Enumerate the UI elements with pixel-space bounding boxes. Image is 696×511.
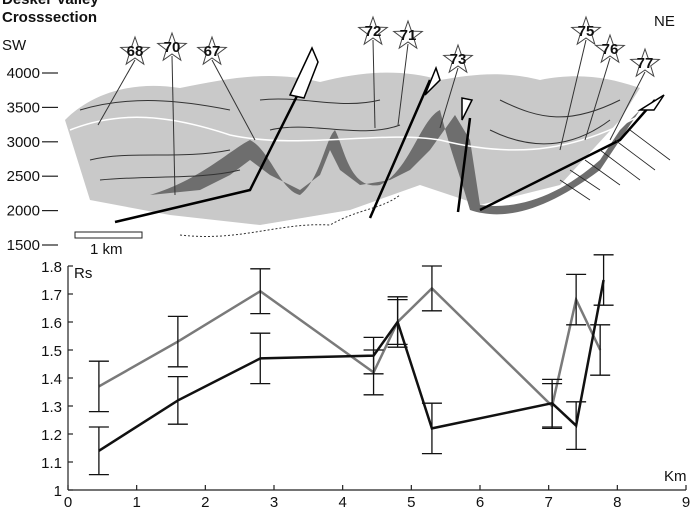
station-star (196, 35, 228, 66)
y-tick-label: 1.6 (41, 315, 62, 332)
station-star (442, 43, 474, 74)
error-bar (167, 315, 188, 368)
station-arrow (609, 71, 646, 141)
light-strata (65, 72, 640, 225)
y-tick-label: 1.3 (41, 399, 62, 416)
y-tick-label: 1.8 (41, 259, 62, 276)
station-arrow (559, 39, 587, 151)
x-tick-label: 6 (476, 494, 484, 511)
station-label: 72 (365, 23, 382, 40)
error-bar (250, 332, 271, 385)
series-line (98, 286, 602, 409)
station-arrow (372, 39, 376, 129)
station-star (119, 35, 151, 66)
hatch (559, 129, 671, 201)
section-body (65, 46, 671, 239)
station-arrow (211, 59, 256, 141)
x-tick-label: 7 (544, 494, 552, 511)
y-tick-label: 4000 (7, 65, 40, 82)
station-arrow (397, 43, 409, 126)
title: Crosssection (2, 9, 97, 26)
y-tick-label: 1.1 (41, 455, 62, 472)
scale-label: 1 km (90, 241, 123, 258)
y-tick-label: 2500 (7, 168, 40, 185)
station-star (594, 33, 626, 64)
error-bar (593, 254, 614, 306)
station-star (357, 15, 389, 46)
error-bar (387, 298, 408, 346)
x-tick-label: 8 (613, 494, 621, 511)
y-tick-label: 1.4 (41, 371, 62, 388)
bedding-lines (79, 98, 621, 181)
y-tick-label: 1.2 (41, 427, 62, 444)
x-tick-label: 0 (64, 494, 72, 511)
error-bar (88, 360, 109, 413)
y-tick-label: 1500 (7, 237, 40, 254)
station-arrow (171, 55, 176, 196)
error-bar (88, 426, 109, 476)
station-label: 76 (602, 41, 619, 58)
y-tick-label: 1.5 (41, 343, 62, 360)
error-bar (542, 378, 563, 428)
y-tick-label: 3000 (7, 134, 40, 151)
station-arrow (439, 67, 459, 129)
series-line (98, 279, 605, 452)
y-tick-label: 3500 (7, 99, 40, 116)
error-bar (363, 336, 384, 375)
station-label: 75 (578, 23, 595, 40)
x-tick-label: 5 (407, 494, 415, 511)
station-label: 70 (164, 39, 181, 56)
error-bar (566, 273, 587, 326)
x-tick-label: 1 (132, 494, 140, 511)
station-label: 73 (450, 51, 467, 68)
faults (114, 79, 656, 224)
surface-line (69, 109, 651, 151)
station-arrow (97, 59, 136, 126)
error-bar (167, 375, 188, 425)
y-tick-label: 1 (54, 483, 62, 500)
y-tick-label: 2000 (7, 203, 40, 220)
x-tick-label: 2 (201, 494, 209, 511)
dotted-line (179, 194, 401, 237)
fault-arrows (288, 46, 665, 121)
station-label: 68 (127, 43, 144, 60)
station-star (570, 15, 602, 46)
ne-label: NE (654, 13, 675, 30)
station-star (392, 19, 424, 50)
scale-bar (74, 231, 143, 239)
station-label: 71 (400, 27, 417, 44)
error-bar (421, 265, 442, 312)
x-label: Km (664, 468, 687, 485)
error-bar (590, 324, 611, 376)
station-label: 77 (637, 55, 654, 72)
station-arrow (584, 57, 611, 141)
sw-label: SW (2, 37, 27, 54)
error-bar (421, 402, 442, 455)
y-tick-label: 1.7 (41, 287, 62, 304)
station-star (156, 31, 188, 62)
error-bar (566, 401, 587, 451)
x-tick-label: 3 (270, 494, 278, 511)
station-label: 67 (204, 43, 221, 60)
y-label: Rs (74, 265, 92, 282)
error-bar (250, 268, 271, 315)
x-tick-label: 9 (682, 494, 690, 511)
x-tick-label: 4 (338, 494, 346, 511)
station-star (629, 47, 661, 78)
title: Desker Valley (2, 0, 99, 8)
